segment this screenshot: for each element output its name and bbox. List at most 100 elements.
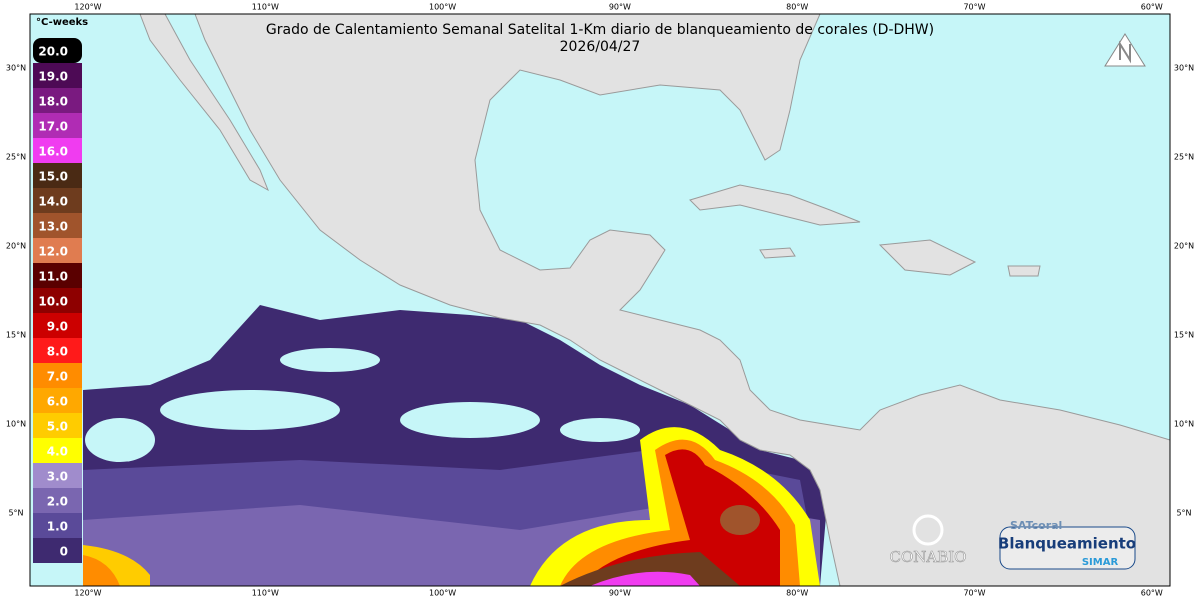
legend-swatch [33,438,82,463]
legend-label: 19.0 [38,70,68,84]
blanqueamiento-text: Blanqueamiento [998,535,1136,553]
dhw-7 [83,555,120,586]
legend-swatch [33,513,82,538]
legend-swatch [33,263,82,288]
cloud-gap [160,390,340,430]
legend-swatch [33,188,82,213]
legend-label: 1.0 [47,520,68,534]
north-arrow-n [1119,40,1131,64]
legend-swatch [33,238,82,263]
longitude-label: 120°W [74,3,101,12]
longitude-label: 120°W [74,589,101,598]
legend-label: 17.0 [38,120,68,134]
legend-swatch [33,213,82,238]
legend-swatch [33,313,82,338]
legend-label: 9.0 [47,320,68,334]
map-frame [29,13,1171,587]
legend-label: 5.0 [47,420,68,434]
legend-swatch [33,63,82,88]
puerto-rico [1007,265,1041,277]
legend-label: 13.0 [38,220,68,234]
satcoral-text: SATcoral [1010,519,1062,532]
legend-swatch [33,288,82,313]
legend-label: 7.0 [47,370,68,384]
latitude-label: 15°N [6,331,26,340]
north-arrow-shape [1104,33,1146,67]
legend-label: 10.0 [38,295,68,309]
longitude-label: 80°W [786,3,808,12]
longitude-label: 70°W [963,589,985,598]
legend-label: 2.0 [47,495,68,509]
cloud-gap [280,348,380,372]
longitude-label: 80°W [786,589,808,598]
land [139,13,1171,587]
latitude-label: 5°N [8,509,23,518]
legend-label: 14.0 [38,195,68,209]
legend-swatch [33,88,82,113]
conabio-text: CONABIO [890,548,967,566]
legend-swatch [33,38,82,63]
legend-label: 0 [60,545,68,559]
cuba [689,184,861,226]
latitude-label: 10°N [1174,420,1194,429]
legend-swatch [33,338,82,363]
latitude-label: 10°N [6,420,26,429]
sst-field [83,305,830,586]
legend-label: 16.0 [38,145,68,159]
colorbar-unit: °C-weeks [36,17,88,28]
legend-swatch [33,488,82,513]
longitude-label: 70°W [963,3,985,12]
north-arrow [1104,33,1146,67]
conabio-logo: CONABIO [889,514,967,566]
satcoral-box [999,526,1136,570]
longitude-label: 60°W [1141,3,1163,12]
cloud-gap [560,418,640,442]
legend-swatch [33,413,82,438]
longitude-label: 100°W [429,3,456,12]
dhw-14 [560,552,740,586]
legend-swatch [33,113,82,138]
legend-label: 3.0 [47,470,68,484]
legend-swatch [33,563,82,580]
satcoral-logo: SATcoral Blanqueamiento SIMAR [998,519,1136,570]
longitude-label: 60°W [1141,589,1163,598]
legend-swatch [33,538,82,563]
longitude-label: 110°W [252,589,279,598]
legend-label: 4.0 [47,445,68,459]
simar-text: SIMAR [1082,557,1119,568]
colorbar: °C-weeks 20.0 19.0 18.0 17.0 16.0 15.0 14.0 13.… [33,17,88,580]
legend-label: 20.0 [38,45,68,59]
latitude-label: 25°N [1174,153,1194,162]
latitude-label: 15°N [1174,331,1194,340]
latitude-label: 20°N [6,242,26,251]
map-date: 2026/04/27 [560,39,641,55]
latitude-label: 30°N [1174,64,1194,73]
longitude-label: 100°W [429,589,456,598]
latitude-label: 5°N [1176,509,1191,518]
baja-california [139,13,269,192]
legend-label: 8.0 [47,345,68,359]
cloud-gap [85,418,155,462]
dhw-16 [590,571,700,586]
dhw-13 [720,505,760,535]
longitude-label: 90°W [609,3,631,12]
longitude-label: 90°W [609,589,631,598]
hispaniola [878,239,977,276]
legend-swatch [33,388,82,413]
cloud-gap [400,402,540,438]
legend-label: 15.0 [38,170,68,184]
latitude-label: 25°N [6,153,26,162]
jamaica [759,247,796,259]
legend-swatch [33,138,82,163]
dhw-9 [580,449,780,586]
latitude-label: 20°N [1174,242,1194,251]
mainland [194,13,1171,587]
legend-swatch [33,463,82,488]
longitude-label: 110°W [252,3,279,12]
legend-label: 11.0 [38,270,68,284]
latitude-label: 30°N [6,64,26,73]
legend-swatch [33,363,82,388]
conabio-emblem [912,514,944,546]
legend-label: 6.0 [47,395,68,409]
